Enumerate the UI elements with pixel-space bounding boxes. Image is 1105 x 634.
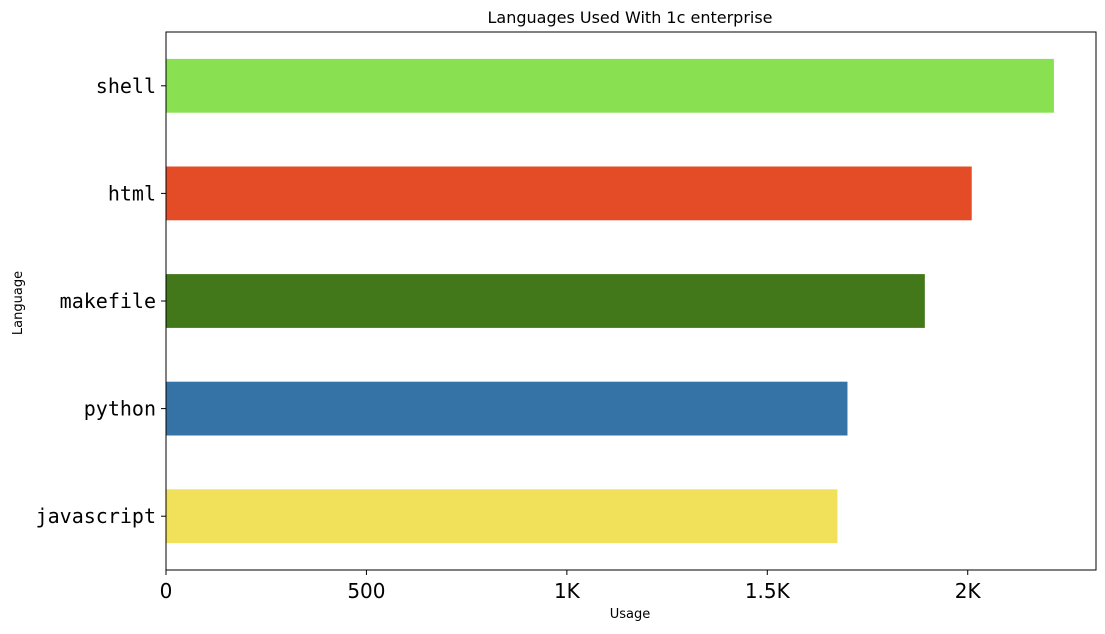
y-tick-label-html: html [108, 181, 156, 205]
y-tick-label-makefile: makefile [60, 289, 156, 313]
y-tick-label-python: python [84, 397, 156, 421]
y-axis-label: Language [11, 271, 26, 335]
x-tick-label-0: 0 [160, 579, 173, 603]
bars-group [166, 58, 1054, 544]
x-axis: 0 500 1K 1.5K 2K [160, 570, 982, 603]
y-tick-label-shell: shell [96, 74, 156, 98]
bar-javascript [166, 489, 838, 544]
x-axis-label: Usage [610, 607, 651, 622]
x-tick-label-1500: 1.5K [745, 579, 791, 603]
x-tick-label-500: 500 [347, 579, 385, 603]
x-tick-label-2000: 2K [955, 579, 982, 603]
y-axis: shell html makefile python javascript [36, 74, 166, 528]
bar-python [166, 381, 848, 436]
chart-title: Languages Used With 1c enterprise [487, 8, 772, 27]
x-tick-label-1000: 1K [554, 579, 581, 603]
bar-makefile [166, 274, 925, 328]
y-tick-label-javascript: javascript [36, 504, 156, 528]
bar-shell [166, 58, 1054, 113]
bar-html [166, 166, 972, 221]
